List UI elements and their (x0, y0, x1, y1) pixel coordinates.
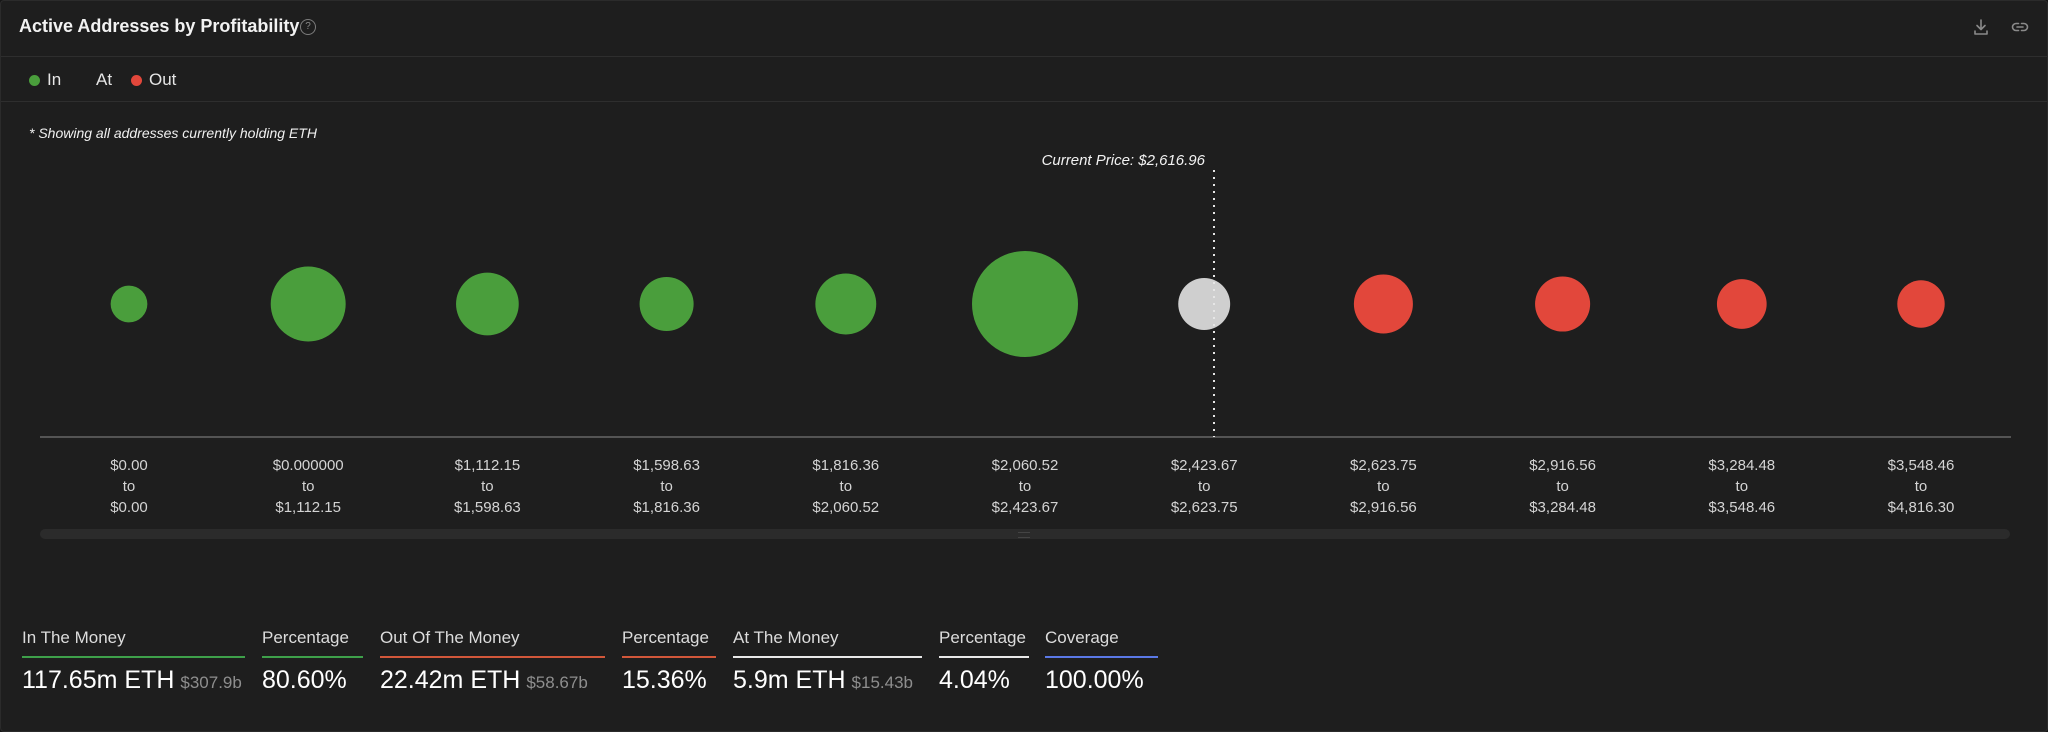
stat-value: 22.42m ETH (380, 666, 521, 694)
stat-label: Percentage (939, 628, 1026, 647)
tick-label-to: $3,284.48 (1529, 499, 1596, 516)
legend-label-at: At (96, 70, 113, 89)
question-circle-icon[interactable]: ? (300, 19, 316, 35)
tick-label-from: $2,060.52 (992, 457, 1059, 474)
bubble-at (1178, 278, 1231, 330)
tick-label-to-word: to (1019, 478, 1032, 495)
stat-underline (622, 656, 716, 658)
tick-label-to: $1,112.15 (275, 499, 341, 516)
stat-at-the-money: At The Money 5.9m ETH $15.43b (733, 628, 922, 695)
chart-scrollbar[interactable] (40, 529, 2010, 539)
tick-label-to: $2,423.67 (992, 499, 1059, 516)
stat-underline (262, 656, 363, 658)
stat-usd-value: $15.43b (851, 673, 913, 692)
legend: In At Out (1, 57, 2047, 102)
tick-label-to: $2,060.52 (812, 499, 879, 516)
stat-label: In The Money (22, 628, 126, 647)
stat-label: Percentage (622, 628, 709, 647)
stat-in-percentage: Percentage 80.60% (262, 628, 363, 695)
stat-label: Percentage (262, 628, 349, 647)
bubble-in (270, 266, 346, 342)
tick-label-from: $2,916.56 (1529, 457, 1596, 474)
tick-label-to: $0.00 (110, 499, 148, 516)
legend-dot-in (29, 74, 40, 86)
download-icon[interactable] (1971, 17, 1991, 37)
stat-usd-value: $58.67b (526, 673, 588, 692)
stat-label: Out Of The Money (380, 628, 520, 647)
bubble-out (1353, 274, 1413, 334)
tick-label-from: $0.000000 (273, 457, 344, 474)
bubble-out (1716, 279, 1767, 329)
panel-header: Active Addresses by Profitability ? (1, 1, 2047, 57)
stat-value: 100.00% (1045, 666, 1144, 694)
tick-label-to-word: to (123, 478, 136, 495)
legend-label-in: In (47, 70, 62, 89)
tick-label-to: $2,916.56 (1350, 499, 1417, 516)
legend-item-out[interactable]: Out (131, 70, 176, 90)
tick-label-to-word: to (1377, 478, 1390, 495)
stat-value: 80.60% (262, 666, 347, 694)
tick-label-to: $4,816.30 (1888, 499, 1955, 516)
stat-in-the-money: In The Money 117.65m ETH $307.9b (22, 628, 245, 695)
tick-label-from: $2,423.67 (1171, 457, 1238, 474)
stat-value: 15.36% (622, 666, 707, 694)
stat-value: 4.04% (939, 666, 1010, 694)
stat-underline (1045, 656, 1158, 658)
tick-label-from: $3,284.48 (1708, 457, 1775, 474)
stat-out-percentage: Percentage 15.36% (622, 628, 716, 695)
tick-label-to: $1,598.63 (454, 499, 521, 516)
chart-note: * Showing all addresses currently holdin… (29, 125, 317, 141)
tick-label-from: $0.00 (110, 457, 148, 474)
legend-dot-out (131, 74, 142, 86)
bubble-chart: $0.00 to $0.00 $0.000000 to $1,112.15 $1,112.1… (40, 152, 2011, 516)
tick-label-from: $1,112.15 (455, 457, 521, 474)
bubble-in (456, 272, 519, 336)
tick-label-to: $1,816.36 (633, 499, 700, 516)
stat-label: At The Money (733, 628, 839, 647)
tick-label-to-word: to (1736, 478, 1749, 495)
tick-label-from: $2,623.75 (1350, 457, 1417, 474)
stat-coverage: Coverage 100.00% (1045, 628, 1158, 695)
tick-label-to-word: to (481, 478, 494, 495)
legend-label-out: Out (149, 70, 177, 89)
link-icon[interactable] (2010, 17, 2030, 37)
stat-label: Coverage (1045, 628, 1119, 647)
tick-label-to-word: to (1556, 478, 1569, 495)
bubble-in (639, 276, 694, 332)
stat-at-percentage: Percentage 4.04% (939, 628, 1029, 695)
tick-label-to-word: to (660, 478, 673, 495)
stat-out-of-the-money: Out Of The Money 22.42m ETH $58.67b (380, 628, 605, 695)
legend-item-in[interactable]: In (29, 70, 61, 90)
stat-value: 5.9m ETH (733, 666, 846, 694)
stat-usd-value: $307.9b (180, 673, 242, 692)
current-price-label: Current Price: $2,616.96 (1042, 152, 1206, 169)
bubble-in (972, 251, 1078, 357)
tick-label-to-word: to (1198, 478, 1211, 495)
tick-label-to-word: to (840, 478, 853, 495)
tick-label-to-word: to (302, 478, 315, 495)
tick-label-to-word: to (1915, 478, 1928, 495)
bubble-in (110, 285, 148, 323)
scrollbar-grip[interactable] (1018, 532, 1030, 538)
tick-label-from: $1,816.36 (812, 457, 879, 474)
bubble-out (1897, 280, 1945, 328)
bubble-in (815, 273, 877, 335)
stat-value: 117.65m ETH (22, 666, 175, 694)
bubble-out (1535, 276, 1591, 332)
legend-item-at[interactable]: At (96, 70, 112, 90)
tick-label-from: $3,548.46 (1888, 457, 1955, 474)
tick-label-from: $1,598.63 (633, 457, 700, 474)
stat-underline (22, 656, 245, 658)
stat-underline (939, 656, 1029, 658)
panel-title: Active Addresses by Profitability (19, 16, 300, 36)
tick-label-to: $2,623.75 (1171, 499, 1238, 516)
tick-label-to: $3,548.46 (1708, 499, 1775, 516)
stat-underline (733, 656, 922, 658)
stat-underline (380, 656, 605, 658)
